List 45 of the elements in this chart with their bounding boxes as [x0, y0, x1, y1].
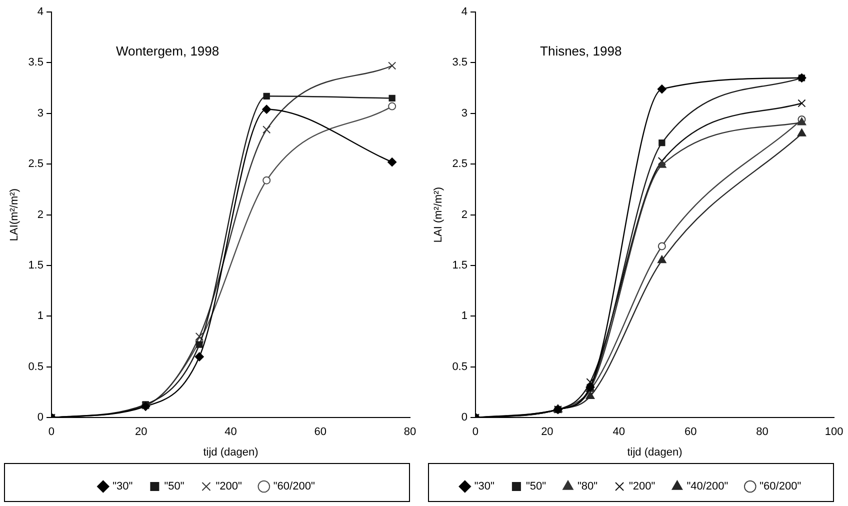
- x-tick-label: 40: [224, 426, 237, 438]
- x-tick-label: 80: [404, 426, 416, 438]
- y-tick-label: 3.5: [28, 56, 44, 69]
- legend-label: "200": [629, 480, 656, 493]
- x-tick-label: 100: [824, 426, 844, 438]
- legend-label: "40/200": [686, 480, 728, 493]
- x-tick-label: 80: [756, 426, 768, 438]
- annotation: Thisnes, 1998: [540, 44, 622, 59]
- y-tick-label: 2: [461, 208, 468, 221]
- x-tick-label: 0: [472, 426, 479, 438]
- y-tick-label: 3: [461, 107, 468, 120]
- legend-label: "30": [474, 480, 495, 493]
- y-tick-label: 3: [37, 107, 44, 120]
- x-tick-label: 0: [48, 426, 55, 438]
- x-tick-label: 60: [314, 426, 326, 438]
- y-tick-label: 0: [37, 412, 44, 424]
- x-tick-label: 20: [134, 426, 148, 438]
- y-tick-label: 1.5: [28, 260, 44, 272]
- legend-label: "60/200": [760, 480, 802, 493]
- y-tick-label: 0.5: [28, 360, 44, 373]
- y-tick-label: 2.5: [452, 158, 468, 170]
- y-axis-title: LAI(m²/m²): [8, 188, 21, 242]
- y-tick-label: 2: [37, 208, 44, 221]
- y-tick-label: 0: [461, 412, 468, 424]
- y-tick-label: 4: [37, 6, 44, 18]
- y-tick-label: 1: [461, 310, 468, 322]
- x-axis-title: tijd (dagen): [627, 446, 682, 458]
- legend-label: "200": [216, 480, 242, 493]
- annotation: Wontergem, 1998: [116, 44, 220, 59]
- y-tick-label: 1: [37, 310, 44, 322]
- y-tick-label: 4: [461, 6, 468, 18]
- x-tick-label: 60: [684, 426, 697, 438]
- x-tick-label: 40: [612, 426, 626, 438]
- x-tick-label: 20: [541, 426, 554, 438]
- y-tick-label: 0.5: [452, 360, 468, 373]
- legend-label: "60/200": [273, 480, 315, 493]
- y-tick-label: 3.5: [452, 56, 468, 69]
- x-axis-title: tijd (dagen): [203, 446, 258, 458]
- y-axis-title: LAI (m²/m²): [432, 186, 445, 243]
- y-tick-label: 1.5: [452, 260, 468, 272]
- legend-label: "50": [526, 480, 546, 493]
- y-tick-label: 2.5: [28, 158, 44, 170]
- legend-label: "80": [577, 480, 598, 493]
- legend-label: "30": [112, 480, 133, 493]
- legend-label: "50": [164, 480, 184, 493]
